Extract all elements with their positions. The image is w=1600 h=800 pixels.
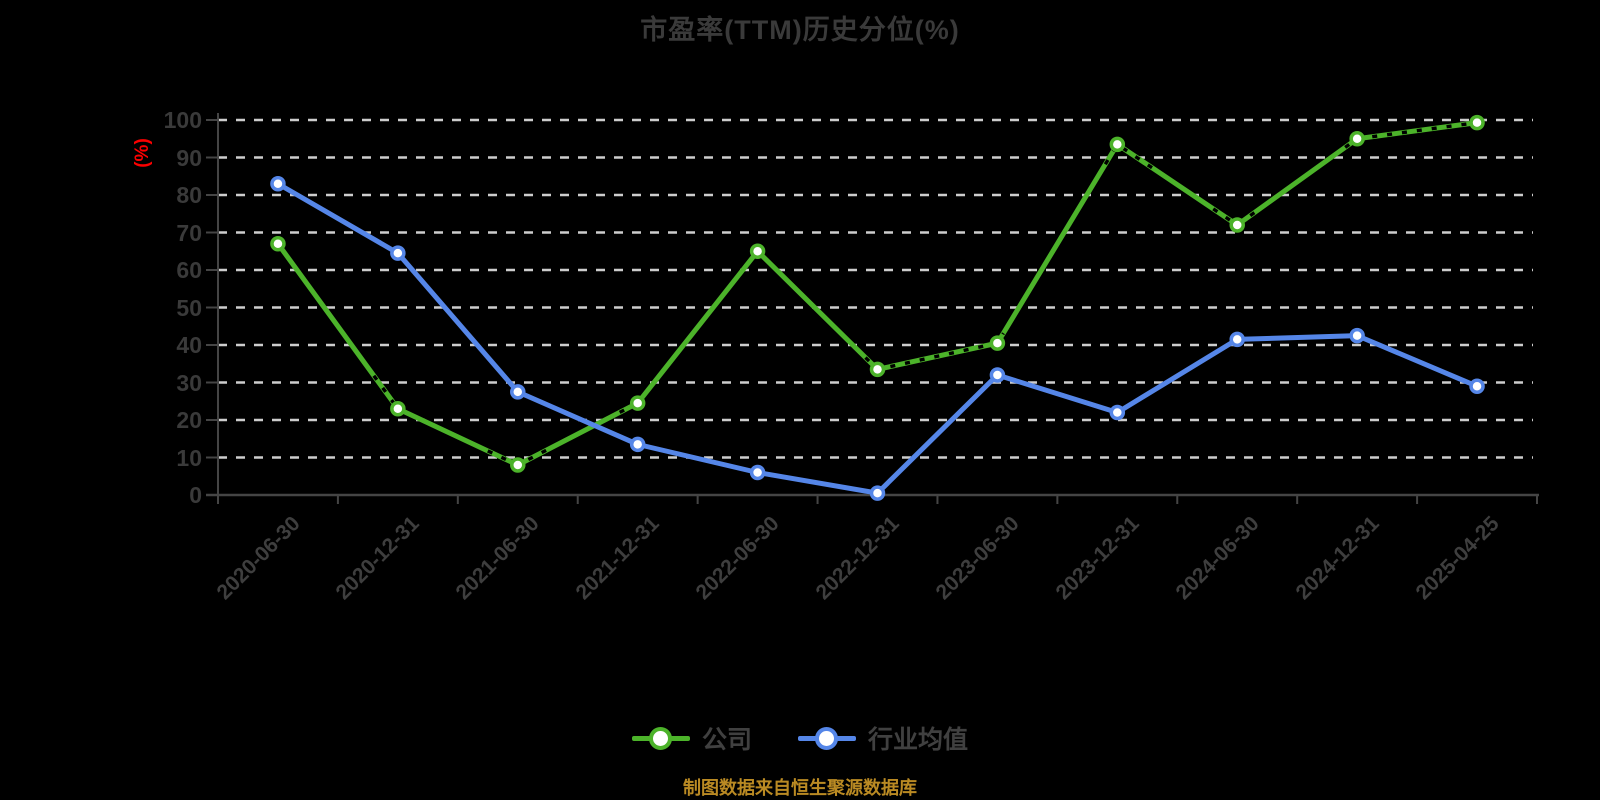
y-axis-label-70: 70 (176, 219, 202, 246)
legend-marker-industry-average-icon (798, 726, 856, 750)
data-point-industry-average-2023-12-31[interactable] (1109, 404, 1126, 421)
legend-marker-company-icon (631, 726, 690, 750)
series-dash-overlay-company-6 (1344, 120, 1478, 149)
data-point-company-2023-06-30[interactable] (989, 335, 1006, 351)
data-source-note: 制图数据来自恒生聚源数据库 (683, 778, 917, 798)
data-point-industry-average-2024-06-30[interactable] (1229, 331, 1245, 348)
legend-dot-industry-average (815, 727, 838, 750)
data-point-company-2022-06-30[interactable] (749, 243, 766, 259)
chart-title: 市盈率(TTM)历史分位(%) (640, 15, 960, 45)
data-point-company-2021-12-31[interactable] (629, 395, 646, 411)
y-axis-label-10: 10 (176, 444, 202, 471)
legend-item-industry-average[interactable]: 行业均值 (798, 720, 968, 756)
legend-label-company: 公司 (701, 726, 752, 754)
data-point-company-2023-12-31[interactable] (1109, 136, 1126, 153)
data-point-company-2020-12-31[interactable] (390, 401, 406, 417)
legend-label-industry-average: 行业均值 (868, 726, 969, 754)
y-axis-label-80: 80 (176, 182, 202, 208)
y-axis-label-40: 40 (176, 332, 202, 358)
data-point-company-2021-06-30[interactable] (510, 457, 526, 473)
y-axis-label-100: 100 (163, 107, 202, 133)
data-point-company-2025-04-25[interactable] (1469, 114, 1485, 131)
y-axis-label-90: 90 (176, 144, 202, 171)
data-point-industry-average-2023-06-30[interactable] (989, 367, 1006, 383)
data-point-industry-average-2024-12-31[interactable] (1349, 327, 1365, 344)
data-point-industry-average-2022-12-31[interactable] (869, 485, 886, 501)
legend: 公司 行业均值 (0, 720, 1600, 756)
data-point-company-2022-12-31[interactable] (869, 361, 886, 378)
series-line-company (275, 120, 1480, 468)
data-point-company-2024-06-30[interactable] (1229, 217, 1245, 233)
data-point-company-2024-12-31[interactable] (1349, 131, 1365, 147)
data-point-industry-average-2020-12-31[interactable] (390, 245, 406, 261)
legend-item-company[interactable]: 公司 (631, 720, 752, 756)
y-axis-label-30: 30 (176, 369, 202, 396)
legend-dot-company (648, 727, 672, 750)
data-point-industry-average-2020-06-30[interactable] (270, 176, 286, 192)
y-axis-label-60: 60 (176, 257, 202, 283)
data-point-industry-average-2025-04-25[interactable] (1469, 378, 1485, 394)
series-line-industry-average (275, 181, 1480, 496)
series-dash-overlay-company-3 (864, 332, 1005, 372)
y-axis-label-50: 50 (176, 294, 202, 321)
data-point-industry-average-2021-12-31[interactable] (629, 436, 646, 453)
data-point-industry-average-2021-06-30[interactable] (510, 384, 526, 400)
y-axis-label-20: 20 (176, 407, 202, 433)
data-point-industry-average-2022-06-30[interactable] (749, 464, 766, 481)
y-axis-label-0: 0 (189, 482, 202, 508)
data-point-company-2020-06-30[interactable] (270, 236, 286, 252)
